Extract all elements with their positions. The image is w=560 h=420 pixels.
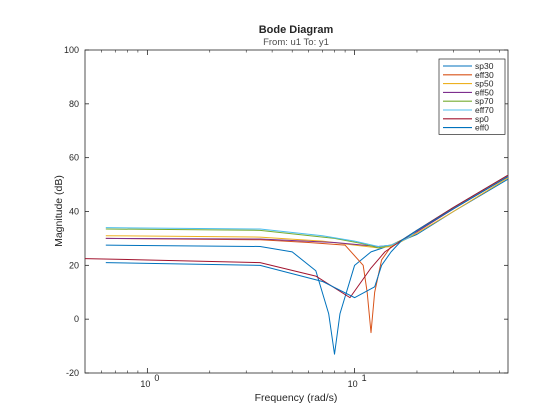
y-tick-label: 60 — [69, 153, 79, 163]
y-tick-label: 80 — [69, 99, 79, 109]
y-tick-label: 100 — [64, 45, 79, 55]
y-tick-label: 40 — [69, 207, 79, 217]
legend-entry-eff0: eff0 — [475, 123, 489, 133]
series-line-sp50 — [105, 177, 508, 249]
series-lines — [85, 174, 508, 355]
x-axis-label: Frequency (rad/s) — [255, 392, 338, 404]
series-line-eff0 — [105, 176, 508, 299]
legend-entry-sp50: sp50 — [475, 79, 494, 89]
legend-entry-eff70: eff70 — [475, 105, 494, 115]
y-tick-label: -20 — [66, 368, 79, 378]
x-tick-label: 10 — [348, 379, 358, 389]
chart-subtitle: From: u1 To: y1 — [263, 37, 329, 48]
legend-entry-sp30: sp30 — [475, 61, 494, 71]
legend-entry-sp0: sp0 — [475, 114, 489, 124]
legend-box — [438, 58, 506, 135]
y-tick-label: 0 — [74, 314, 79, 324]
legend-entry-sp70: sp70 — [475, 96, 494, 106]
y-tick-label: 20 — [69, 260, 79, 270]
legend-entry-eff50: eff50 — [475, 87, 494, 97]
plot-area — [84, 49, 509, 374]
x-tick-exponent: 1 — [362, 373, 367, 383]
series-line-sp30 — [105, 178, 508, 355]
x-tick-exponent: 0 — [154, 373, 159, 383]
x-tick-label: 10 — [140, 379, 150, 389]
legend-entry-eff30: eff30 — [475, 70, 494, 80]
chart-title: Bode Diagram — [259, 24, 334, 36]
y-axis-label: Magnitude (dB) — [53, 175, 65, 247]
